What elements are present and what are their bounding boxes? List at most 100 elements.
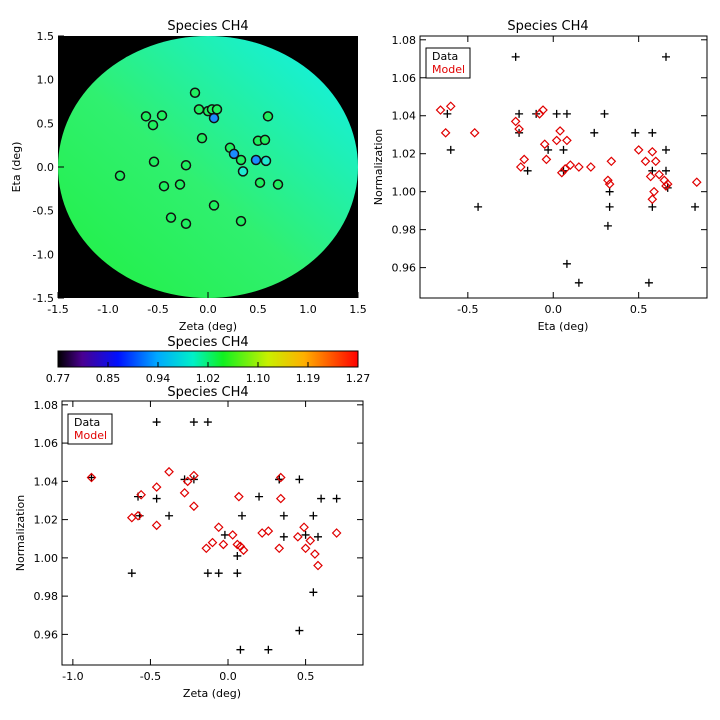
eta-data-point-16: [648, 128, 657, 137]
eta-model-point-34: [691, 177, 702, 188]
zeta-model-point-10: [189, 501, 199, 512]
zeta-model-point-21: [263, 526, 274, 536]
zeta-model-point-30: [313, 560, 323, 571]
zeta-data-point-25: [295, 626, 304, 635]
eta-ytick-label-4: 1.04: [392, 110, 417, 123]
eta-model-point-14: [560, 164, 571, 174]
eta-model-point-11: [555, 126, 565, 136]
zeta-legend-model: Model: [74, 429, 107, 442]
zeta-data-point-8: [189, 418, 198, 427]
zeta-data-point-12: [214, 569, 223, 578]
colorbar-tick-label-1: 0.85: [96, 372, 121, 385]
eta-model-point-30: [654, 169, 665, 180]
colorbar-title: Species CH4: [167, 335, 248, 350]
eta-data-point-17: [523, 166, 532, 175]
eta-model-point-15: [565, 160, 576, 170]
zeta-ylabel: Normalization: [14, 495, 27, 571]
map-ytick-label-5: 1.0: [37, 74, 55, 87]
map-station-27: [165, 212, 177, 223]
colorbar-tick-label-0: 0.77: [46, 372, 71, 385]
eta-model-point-23: [633, 145, 644, 155]
eta-data-point-29: [574, 278, 583, 287]
eta-model-point-17: [515, 162, 526, 172]
zeta-model-point-25: [292, 531, 303, 542]
eta-data-point-7: [562, 109, 571, 118]
eta-xtick-label-1: 0.0: [545, 303, 563, 316]
eta-data-point-1: [511, 52, 520, 61]
zeta-plot-frame: [61, 400, 364, 666]
zeta-data-point-13: [220, 530, 229, 539]
zeta-data-point-6: [165, 511, 174, 520]
eta-legend-model: Model: [432, 63, 465, 76]
map-station-0: [189, 87, 201, 99]
zeta-model-point-27: [300, 543, 311, 554]
zeta-data-point-29: [314, 532, 323, 541]
zeta-data-point-24: [295, 475, 304, 484]
map-station-17: [250, 154, 262, 166]
map-ytick-label-6: 1.5: [37, 30, 55, 43]
map-xtick-label-4: 0.5: [249, 303, 267, 316]
eta-model-point-25: [645, 171, 656, 182]
zeta-xlabel: Zeta (deg): [183, 687, 241, 700]
eta-model-point-28: [649, 186, 659, 197]
zeta-data-point-27: [309, 511, 318, 520]
zeta-model-point-31: [331, 528, 342, 538]
zeta-data-point-16: [236, 645, 245, 654]
map-station-15: [148, 156, 160, 168]
map-station-14: [228, 148, 240, 160]
map-station-18: [260, 155, 272, 167]
zeta-xtick-label-0: -1.0: [62, 670, 83, 683]
map-station-25: [174, 179, 186, 190]
eta-model-point-10: [551, 135, 562, 146]
map-xtick-label-3: 0.0: [199, 303, 217, 316]
zeta-model-point-7: [179, 487, 190, 498]
colorbar-tick-label-6: 1.27: [346, 372, 371, 385]
zeta-model-point-15: [227, 530, 238, 540]
zeta-data-point-30: [317, 494, 326, 503]
eta-data-point-11: [559, 145, 568, 154]
zeta-xtick-label-3: 0.5: [297, 670, 315, 683]
zeta-model-point-11: [201, 543, 212, 554]
eta-data-point-20: [662, 166, 670, 175]
eta-data-point-9: [446, 145, 455, 154]
eta-model-point-4: [510, 116, 521, 127]
zeta-ytick-label-4: 1.04: [34, 475, 59, 488]
map-ytick-label-0: -1.5: [33, 292, 54, 305]
map-station-28: [180, 218, 192, 230]
map-station-29: [235, 215, 247, 227]
eta-model-point-8: [539, 139, 550, 150]
zeta-xtick-label-1: -0.5: [140, 670, 161, 683]
map-ytick-label-1: -1.0: [33, 248, 54, 261]
eta-data-point-6: [552, 109, 561, 118]
eta-data-point-30: [644, 278, 653, 287]
zeta-ytick-label-0: 0.96: [34, 628, 59, 641]
zeta-data-point-17: [237, 511, 246, 520]
zeta-legend-data: Data: [74, 416, 100, 429]
map-xtick-label-1: -1.0: [97, 303, 118, 316]
colorbar-tick-label-4: 1.10: [246, 372, 271, 385]
eta-data-point-4: [515, 109, 524, 118]
zeta-ytick-label-5: 1.06: [34, 437, 59, 450]
map-station-24: [158, 180, 170, 192]
map-station-26: [208, 200, 220, 211]
eta-data-point-8: [600, 109, 609, 118]
eta-model-point-0: [435, 105, 446, 115]
eta-model-point-26: [647, 146, 658, 157]
eta-data-point-24: [605, 202, 614, 211]
zeta-model-point-4: [151, 482, 162, 492]
eta-model-point-19: [585, 162, 596, 172]
map-station-7: [208, 112, 220, 124]
zeta-ytick-label-3: 1.02: [34, 514, 59, 527]
map-title: Species CH4: [167, 19, 248, 34]
eta-data-point-28: [562, 259, 571, 268]
map-ylabel: Eta (deg): [10, 142, 23, 193]
eta-legend: Data Model: [425, 47, 471, 79]
eta-legend-data: Data: [432, 50, 458, 63]
eta-model-point-27: [650, 156, 661, 167]
eta-normalization-panel: Species CH4 -0.5 0.0 0.5 0.96 0.98 1.00 1.02 1.…: [372, 19, 708, 333]
map-station-21: [114, 170, 126, 181]
eta-model-point-22: [606, 156, 617, 167]
eta-data-point-23: [474, 202, 483, 211]
eta-panel-title: Species CH4: [507, 19, 588, 34]
eta-data-point-14: [590, 128, 599, 137]
